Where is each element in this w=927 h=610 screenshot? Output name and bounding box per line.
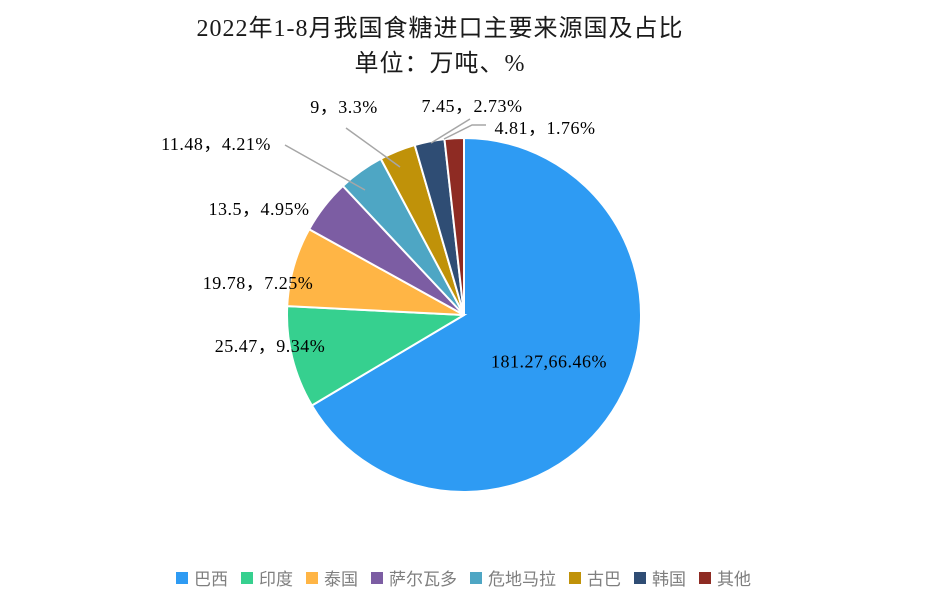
chart-title-subtitle: 单位：万吨、% — [354, 51, 526, 77]
legend-label-korea: 韩国 — [652, 570, 686, 589]
legend-swatch-other — [699, 571, 711, 584]
legend-swatch-korea — [634, 571, 646, 584]
legend-item-other: 其他 — [699, 565, 751, 590]
legend-item-el-salvador: 萨尔瓦多 — [371, 565, 457, 590]
legend-label-guatemala: 危地马拉 — [488, 570, 556, 589]
legend-swatch-cuba — [569, 571, 581, 584]
leader-line-other — [443, 124, 486, 140]
data-label-korea: 7.45，2.73% — [421, 96, 523, 116]
chart-title: 2022年1-8月我国食糖进口主要来源国及占比 单位：万吨、% — [0, 12, 880, 82]
data-label-other: 4.81，1.76% — [494, 118, 596, 138]
leader-line-cuba — [345, 127, 401, 168]
legend-label-other: 其他 — [717, 570, 751, 589]
legend-item-cuba: 古巴 — [569, 565, 621, 590]
legend-label-brazil: 巴西 — [194, 570, 228, 589]
legend-item-thailand: 泰国 — [306, 565, 358, 590]
leader-line-korea — [430, 118, 471, 144]
leader-line-guatemala — [284, 144, 366, 191]
legend-item-india: 印度 — [241, 565, 293, 590]
pie-slice-brazil — [310, 136, 642, 493]
legend-label-el-salvador: 萨尔瓦多 — [389, 570, 457, 589]
data-label-india: 25.47，9.34% — [214, 336, 326, 356]
legend-label-india: 印度 — [259, 570, 293, 589]
chart-title-line1: 2022年1-8月我国食糖进口主要来源国及占比 — [196, 16, 684, 42]
data-label-guatemala: 11.48，4.21% — [161, 134, 271, 154]
data-label-brazil: 181.27,66.46% — [491, 351, 607, 372]
legend-label-thailand: 泰国 — [324, 570, 358, 589]
data-label-el-salvador: 13.5，4.95% — [208, 199, 310, 219]
legend-label-cuba: 古巴 — [587, 570, 621, 589]
legend-swatch-el-salvador — [371, 571, 383, 584]
legend-item-brazil: 巴西 — [176, 565, 228, 590]
data-label-thailand: 19.78，7.25% — [202, 273, 314, 293]
pie-slice-india — [286, 305, 468, 407]
data-label-cuba: 9，3.3% — [310, 97, 378, 117]
legend-swatch-brazil — [176, 571, 188, 584]
legend-item-guatemala: 危地马拉 — [470, 565, 556, 590]
legend-swatch-thailand — [306, 571, 318, 584]
legend-swatch-india — [241, 571, 253, 584]
legend-swatch-guatemala — [470, 571, 482, 584]
legend-item-korea: 韩国 — [634, 565, 686, 590]
legend: 巴西 印度 泰国 萨尔瓦多 危地马拉 古巴 韩国 其他 — [12, 565, 915, 590]
